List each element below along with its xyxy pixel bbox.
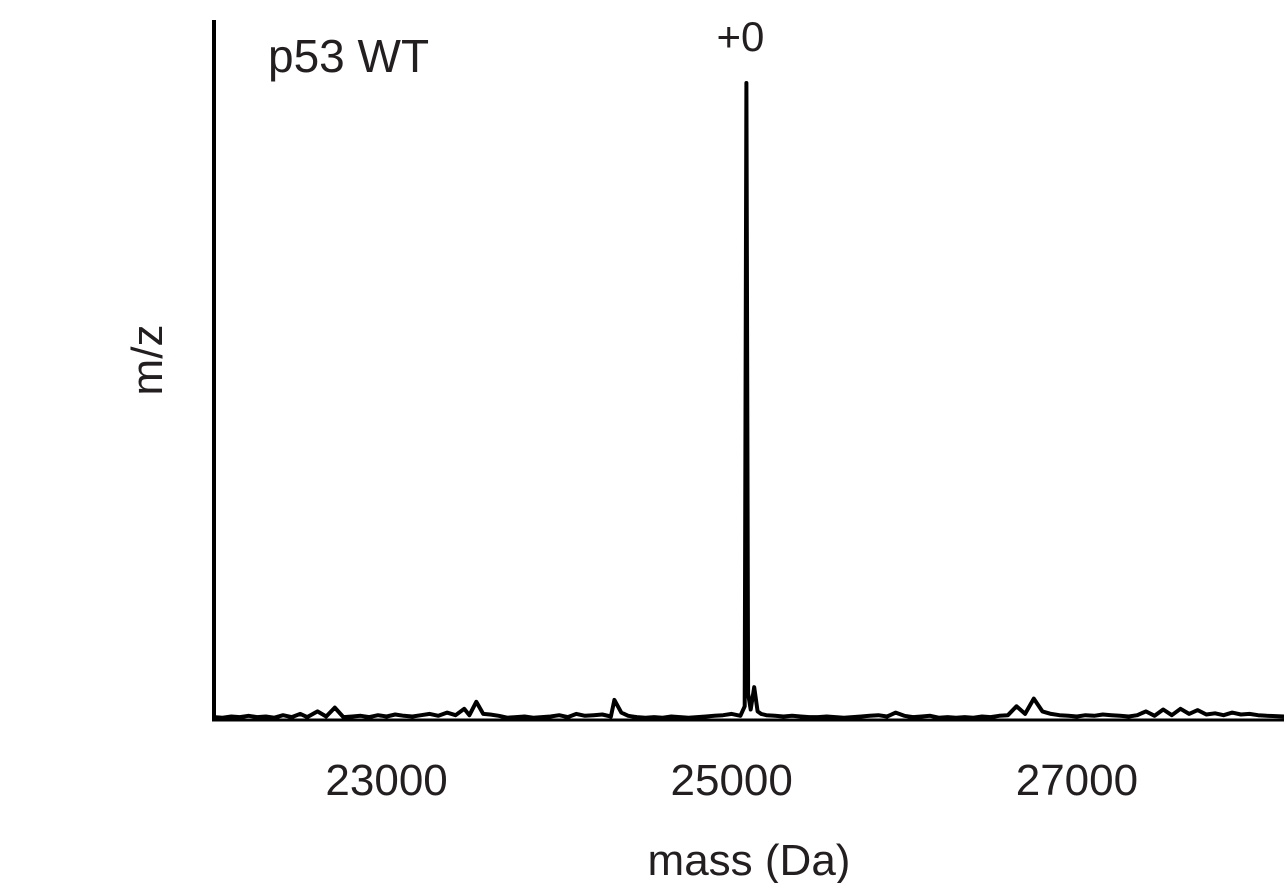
x-tick-label: 25000 (671, 756, 793, 805)
x-tick-labels: 23000 25000 27000 (325, 756, 1138, 805)
x-tick-label: 27000 (1016, 756, 1138, 805)
x-axis-title: mass (Da) (648, 836, 851, 883)
x-tick-label: 23000 (325, 756, 447, 805)
y-axis-title: m/z (123, 325, 172, 396)
plot-area (213, 81, 1284, 720)
panel-label: p53 WT (268, 30, 429, 82)
spectrum-trace (213, 81, 1284, 720)
peak-annotation: +0 (716, 13, 764, 60)
